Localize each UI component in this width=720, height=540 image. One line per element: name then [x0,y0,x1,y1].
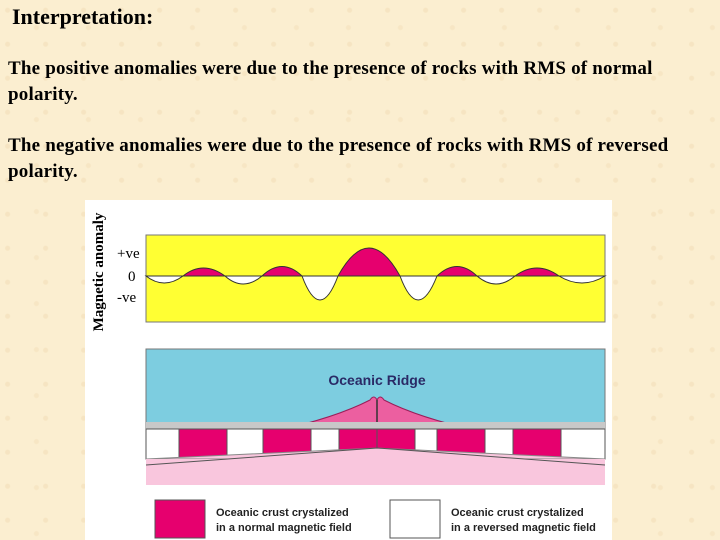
oceanic-ridge-label: Oceanic Ridge [328,372,425,388]
legend-normal-swatch [154,499,206,539]
negative-anomaly [144,275,185,284]
magnetic-anomaly-diagram: Magnetic anomaly +ve 0 -ve Oceanic Ridge [85,200,612,540]
negative-label: -ve [117,290,136,306]
paragraph-positive-anomalies: The positive anomalies were due to the p… [8,58,653,105]
negative-anomaly [399,275,438,301]
y-axis-label: Magnetic anomaly [91,212,107,331]
legend-reversed-swatch [389,499,441,539]
legend-reversed-line1: Oceanic crust crystalized [451,507,584,519]
positive-label: +ve [117,246,140,262]
crust-top-strip [146,422,605,429]
legend-normal-line1: Oceanic crust crystalized [216,507,349,519]
legend-reversed-line2: in a reversed magnetic field [451,522,596,534]
mantle-peak [145,447,606,466]
paragraph-negative-anomalies: The negative anomalies were due to the p… [8,135,669,182]
legend-normal-line2: in a normal magnetic field [216,522,352,534]
negative-anomaly [223,275,264,285]
negative-anomaly [475,275,517,285]
negative-anomaly [557,275,607,284]
slide-title: Interpretation: [12,4,154,29]
anomaly-panel [145,234,606,323]
negative-anomaly [301,275,339,301]
positive-anomaly [337,247,401,277]
zero-label: 0 [128,269,136,285]
